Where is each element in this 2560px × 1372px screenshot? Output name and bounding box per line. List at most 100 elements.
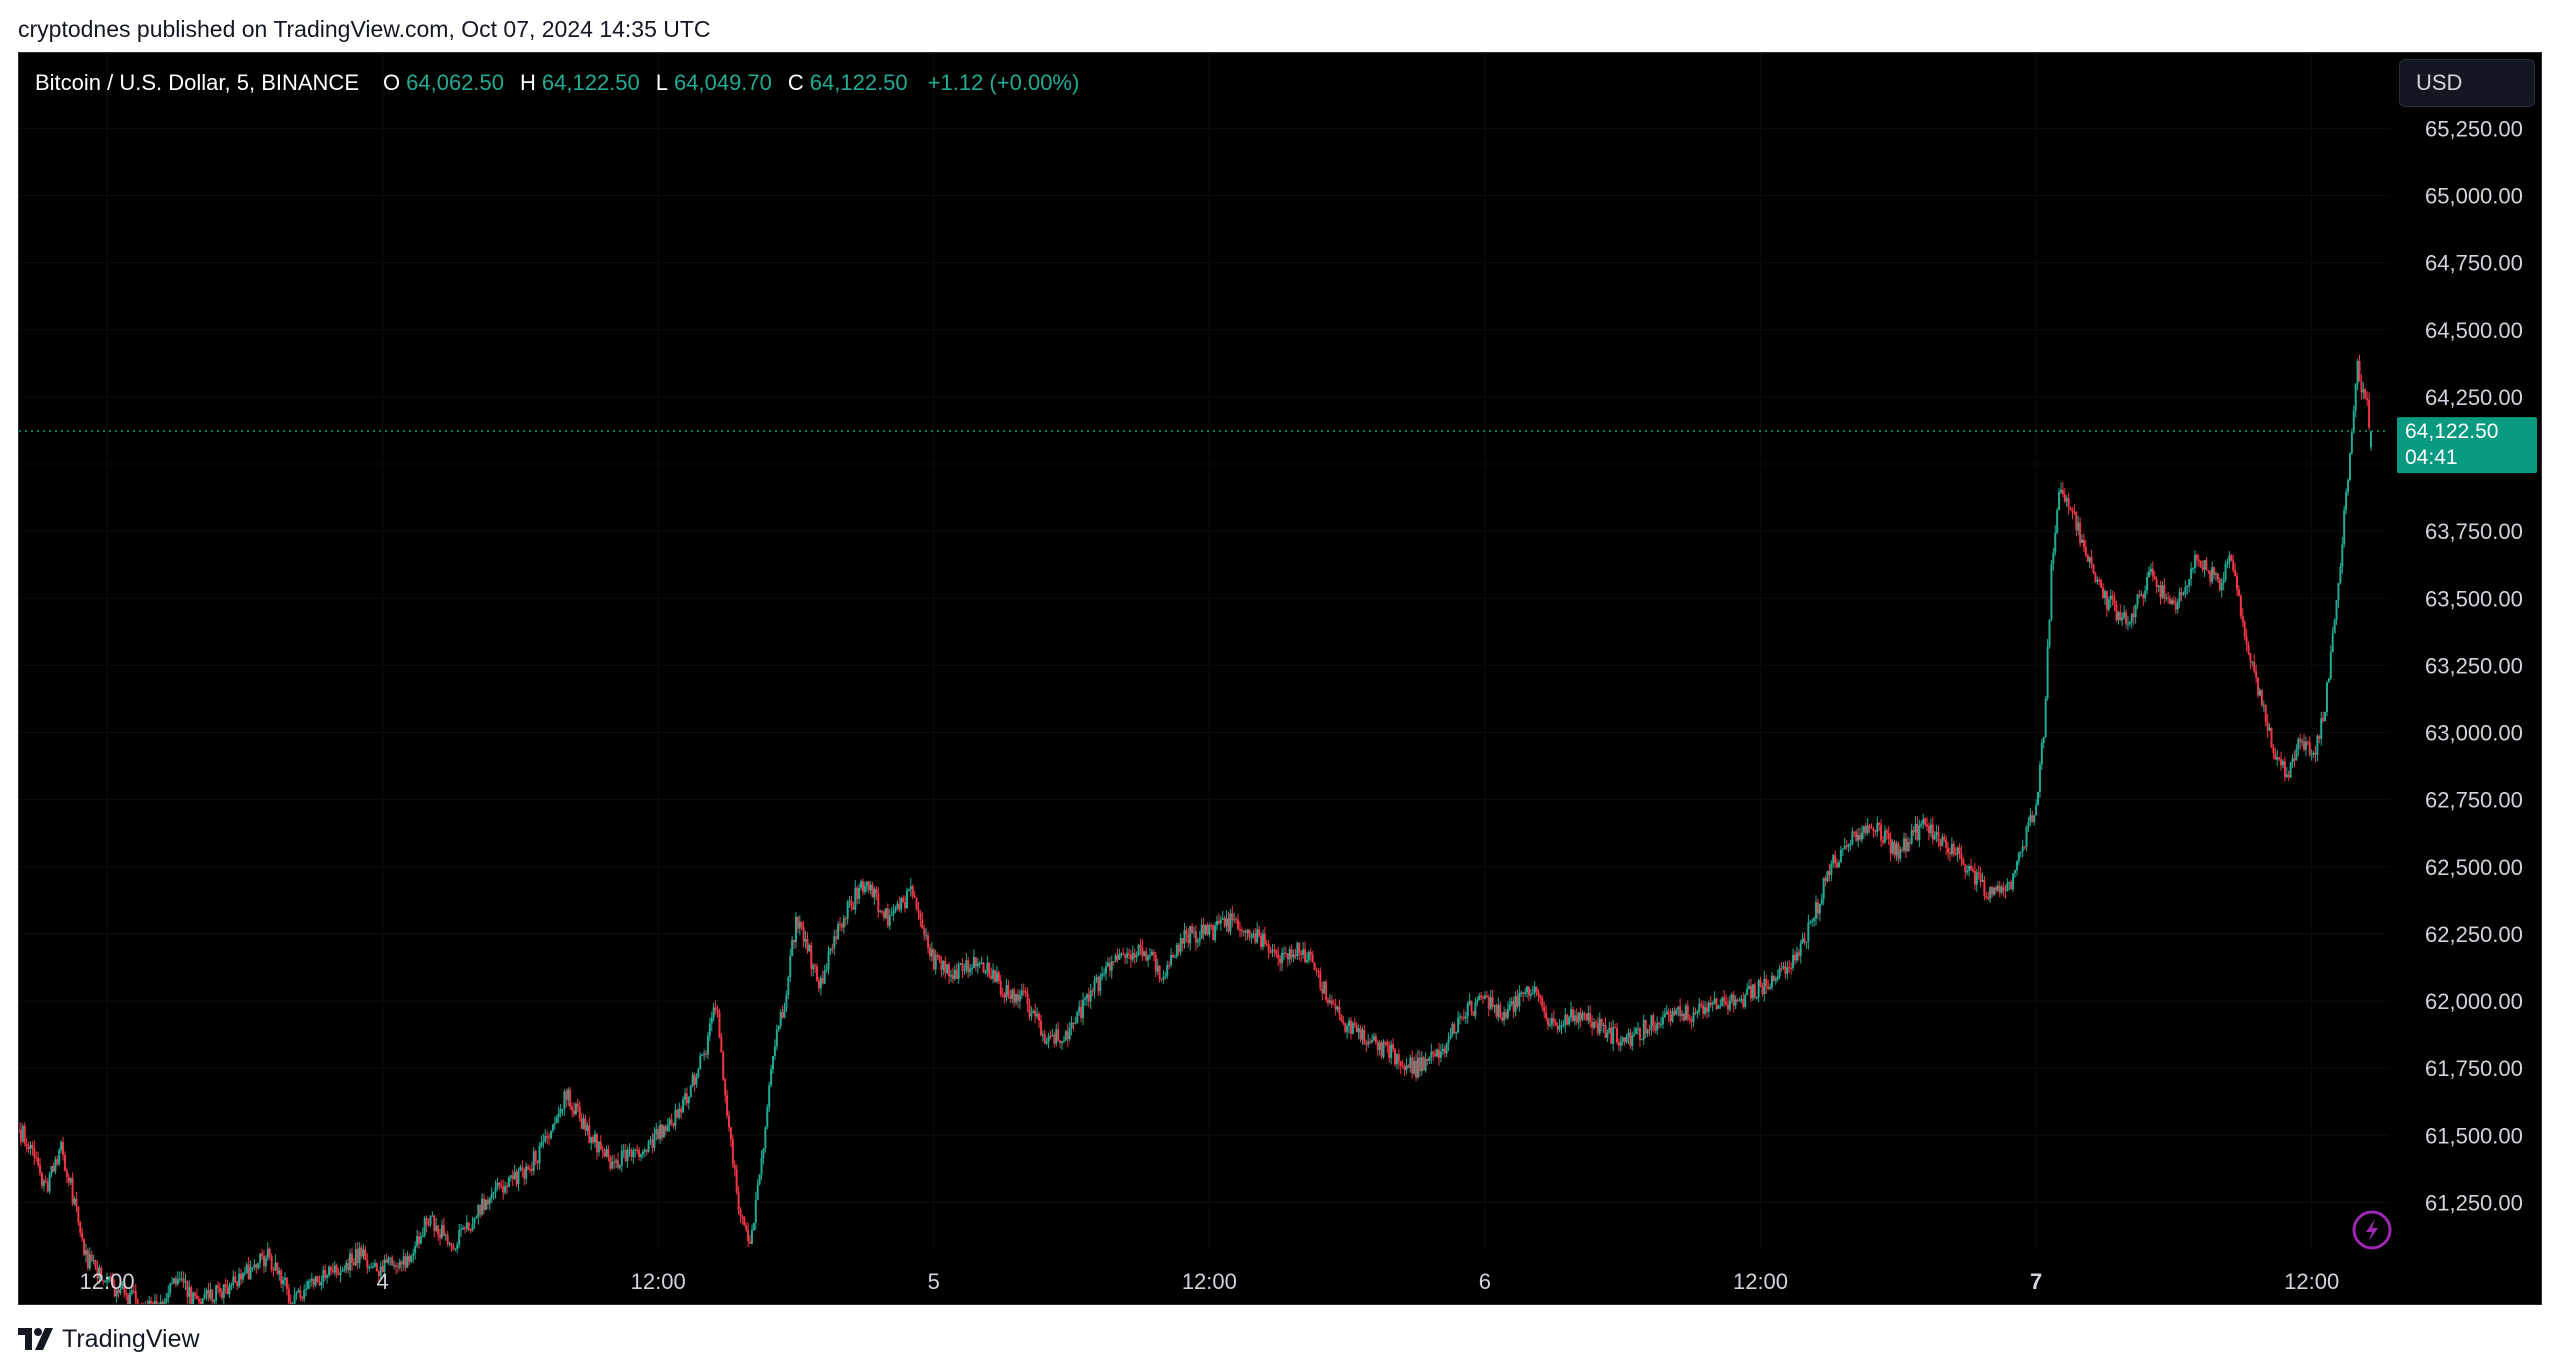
candle-down [1349, 1020, 1352, 1034]
candle-up [2025, 826, 2028, 847]
candle-up [2203, 560, 2206, 570]
candle-down [1889, 839, 1892, 854]
x-axis-tick-label: 4 [376, 1269, 388, 1294]
candle-up [1137, 945, 1140, 956]
candle-up [1738, 1000, 1741, 1002]
candle-up [1562, 1024, 1565, 1026]
candle-up [1292, 954, 1295, 958]
candle-up [368, 1267, 371, 1269]
candle-down [63, 1154, 66, 1171]
candle-up [513, 1171, 516, 1179]
candle-down [1487, 997, 1490, 1009]
candle-up [1568, 1017, 1571, 1025]
candle-up [2146, 577, 2149, 591]
candle-up [756, 1184, 759, 1200]
candle-down [1315, 970, 1318, 972]
candle-up [626, 1149, 629, 1161]
candle-up [481, 1198, 484, 1215]
candle-down [2218, 579, 2221, 591]
candle-up [668, 1119, 671, 1126]
candle-up [1256, 929, 1259, 943]
candle-down [190, 1287, 193, 1304]
candle-up [1740, 999, 1743, 1001]
candle-down [25, 1143, 28, 1148]
candle-down [1725, 1001, 1728, 1005]
candle-down [1512, 1001, 1515, 1012]
candle-up [412, 1253, 415, 1256]
candle-down [982, 962, 985, 973]
tradingview-footer-link[interactable]: TradingView [18, 1322, 200, 1356]
candle-up [504, 1186, 507, 1193]
candle-down [400, 1261, 403, 1265]
candle-down [1960, 853, 1963, 860]
candle-up [2059, 489, 2062, 493]
candle-down [1290, 948, 1293, 958]
candle-down [2283, 761, 2286, 777]
candle-down [100, 1267, 103, 1281]
candle-down [1129, 954, 1132, 960]
candle-down [1403, 1066, 1406, 1071]
candle-up [2134, 604, 2137, 618]
candle-up [798, 921, 801, 929]
candle-down [151, 1303, 154, 1304]
candle-up [1271, 949, 1274, 953]
candle-down [2113, 598, 2116, 605]
candle-down [2234, 570, 2237, 577]
candle-up [957, 964, 960, 980]
candle-down [19, 1130, 22, 1142]
candle-down [2253, 661, 2256, 672]
candle-up [1328, 1000, 1331, 1003]
chart-pane[interactable]: 61,250.00 61,500.00 61,750.00 62,000.00 62,2… [18, 52, 2542, 1305]
candle-down [1658, 1022, 1661, 1025]
candle-up [2337, 583, 2340, 601]
candle-up [1608, 1027, 1611, 1033]
candle-up [555, 1116, 558, 1123]
candle-down [479, 1204, 482, 1215]
candle-up [2327, 678, 2330, 683]
currency-selector-button[interactable]: USD [2399, 59, 2535, 107]
candle-up [969, 968, 972, 973]
candle-up [1193, 931, 1196, 933]
lightning-bolt-icon[interactable] [2352, 1210, 2392, 1250]
candle-down [2086, 554, 2089, 562]
candle-down [1937, 832, 1940, 842]
last-price-label: 64,122.50 [2405, 420, 2498, 443]
candle-down [733, 1164, 736, 1169]
candle-down [1009, 995, 1012, 999]
candle-down [280, 1270, 283, 1285]
candle-up [29, 1144, 32, 1150]
candle-up [1348, 1020, 1351, 1027]
candle-up [1721, 997, 1724, 1006]
candle-up [2006, 882, 2009, 891]
candle-down [877, 893, 880, 912]
candle-down [967, 960, 970, 973]
candle-up [222, 1284, 225, 1299]
candle-up [1005, 985, 1008, 998]
candle-up [854, 887, 857, 910]
candle-up [2331, 633, 2334, 653]
candle-up [238, 1273, 241, 1287]
candle-up [869, 884, 872, 891]
candle-down [439, 1234, 442, 1238]
candle-up [1503, 1012, 1506, 1021]
candle-down [1904, 838, 1907, 852]
candle-up [605, 1149, 608, 1157]
candle-up [888, 915, 891, 926]
candle-up [2301, 741, 2304, 743]
candle-up [946, 964, 949, 973]
candle-up [1837, 862, 1840, 867]
price-chart[interactable]: 61,250.00 61,500.00 61,750.00 62,000.00 62,2… [19, 53, 2542, 1305]
candle-down [898, 903, 901, 910]
candle-down [2278, 757, 2281, 760]
candle-down [1816, 902, 1819, 914]
candle-up [488, 1198, 491, 1205]
candle-up [1786, 967, 1789, 974]
candle-down [638, 1149, 641, 1157]
candle-up [2157, 585, 2160, 588]
candle-down [2360, 380, 2363, 393]
candle-down [65, 1170, 68, 1177]
candle-down [134, 1291, 137, 1300]
candle-up [1684, 1005, 1687, 1021]
candle-up [2056, 510, 2059, 533]
candle-up [858, 887, 861, 899]
